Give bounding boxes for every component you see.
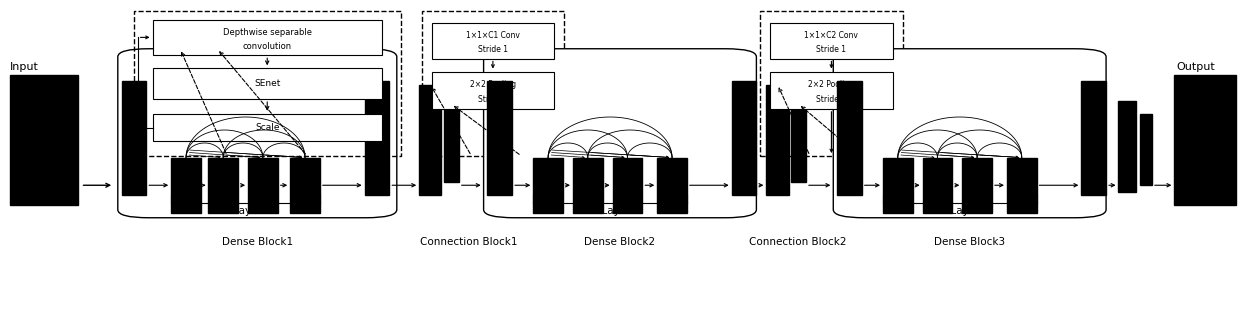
Text: Dense Block1: Dense Block1 (222, 237, 293, 247)
FancyBboxPatch shape (1081, 81, 1106, 195)
Text: Input: Input (10, 61, 38, 72)
FancyBboxPatch shape (791, 98, 806, 182)
FancyBboxPatch shape (171, 158, 201, 213)
FancyBboxPatch shape (153, 68, 382, 99)
Text: Dense Block3: Dense Block3 (934, 237, 1006, 247)
FancyBboxPatch shape (122, 81, 146, 195)
Text: convolution: convolution (243, 42, 291, 51)
Text: 1×1×C1 Conv: 1×1×C1 Conv (466, 31, 520, 40)
Text: Dense Block2: Dense Block2 (584, 237, 656, 247)
FancyBboxPatch shape (444, 98, 459, 182)
FancyBboxPatch shape (613, 158, 642, 213)
FancyBboxPatch shape (766, 84, 789, 195)
Text: 8 Layers: 8 Layers (223, 206, 268, 216)
Text: Scale: Scale (255, 123, 279, 132)
Text: Stride 1: Stride 1 (816, 45, 847, 54)
FancyBboxPatch shape (419, 84, 441, 195)
Text: Output: Output (1177, 61, 1215, 72)
FancyBboxPatch shape (732, 81, 756, 195)
FancyBboxPatch shape (432, 72, 554, 109)
FancyBboxPatch shape (432, 23, 554, 58)
Text: SEnet: SEnet (254, 79, 280, 88)
FancyBboxPatch shape (208, 158, 238, 213)
Text: 1×1×C2 Conv: 1×1×C2 Conv (805, 31, 858, 40)
Text: 2×2 Pooling: 2×2 Pooling (808, 80, 854, 89)
FancyBboxPatch shape (484, 49, 756, 218)
FancyBboxPatch shape (487, 81, 512, 195)
FancyBboxPatch shape (153, 114, 382, 141)
FancyBboxPatch shape (533, 158, 563, 213)
FancyBboxPatch shape (770, 23, 893, 58)
Text: Connection Block2: Connection Block2 (749, 237, 846, 247)
FancyBboxPatch shape (365, 81, 389, 195)
Text: 16 Layers: 16 Layers (584, 206, 636, 216)
Text: Stride 2: Stride 2 (477, 95, 508, 104)
FancyBboxPatch shape (573, 158, 603, 213)
FancyBboxPatch shape (290, 158, 320, 213)
Text: Stride 2: Stride 2 (816, 95, 847, 104)
Text: 32 Layers: 32 Layers (934, 206, 986, 216)
FancyBboxPatch shape (1118, 101, 1136, 192)
Text: Depthwise separable: Depthwise separable (223, 28, 311, 36)
FancyBboxPatch shape (1174, 75, 1236, 205)
Text: Stride 1: Stride 1 (477, 45, 508, 54)
FancyBboxPatch shape (10, 75, 78, 205)
Text: 2×2 Pooling: 2×2 Pooling (470, 80, 516, 89)
FancyBboxPatch shape (153, 20, 382, 55)
FancyBboxPatch shape (248, 158, 278, 213)
FancyBboxPatch shape (657, 158, 687, 213)
FancyBboxPatch shape (962, 158, 992, 213)
Text: Connection Block1: Connection Block1 (420, 237, 517, 247)
FancyBboxPatch shape (1140, 114, 1152, 185)
FancyBboxPatch shape (1007, 158, 1037, 213)
FancyBboxPatch shape (923, 158, 952, 213)
FancyBboxPatch shape (837, 81, 862, 195)
FancyBboxPatch shape (833, 49, 1106, 218)
FancyBboxPatch shape (118, 49, 397, 218)
FancyBboxPatch shape (883, 158, 913, 213)
FancyBboxPatch shape (770, 72, 893, 109)
